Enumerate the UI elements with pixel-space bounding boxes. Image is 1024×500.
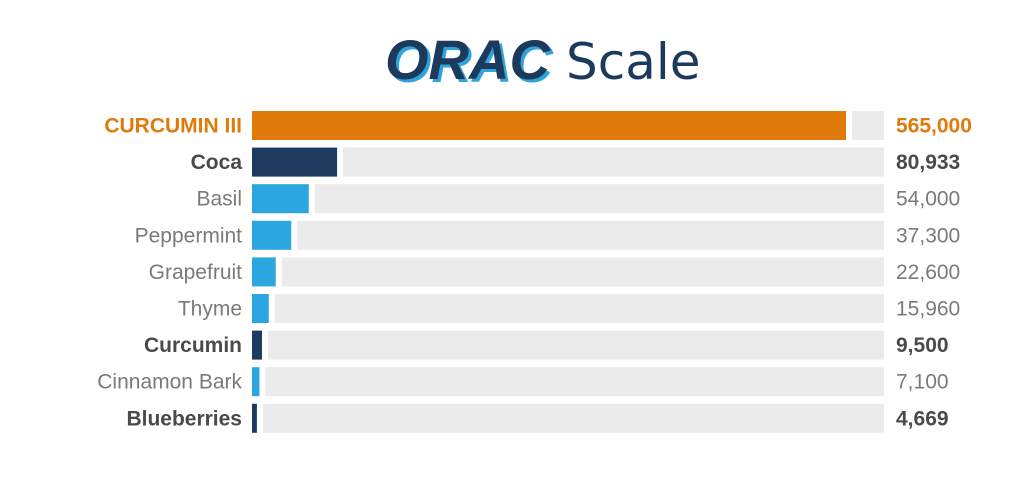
bar-track-cinnamon-bark — [265, 367, 884, 397]
bar-peppermint — [252, 220, 292, 250]
value-label-peppermint: 37,300 — [896, 224, 960, 247]
bars — [252, 111, 846, 433]
category-labels: CURCUMIN III Coca Basil Peppermint Grapefrui… — [97, 115, 242, 431]
bar-blueberries — [252, 403, 257, 433]
bar-track-grapefruit — [281, 257, 884, 287]
bar-curcumin — [252, 330, 262, 360]
chart-title-bold-shadow: ORAC — [388, 31, 554, 94]
bar-track-thyme — [274, 294, 884, 323]
chart-title: ORAC ORAC Scale — [385, 28, 701, 94]
bar-track-blueberries — [262, 403, 884, 433]
value-label-thyme: 15,960 — [896, 298, 960, 321]
bar-basil — [252, 184, 309, 214]
category-label-blueberries: Blueberries — [126, 407, 242, 430]
value-label-basil: 54,000 — [896, 188, 960, 211]
bar-coca — [252, 147, 338, 177]
value-labels: 565,000 80,933 54,000 37,300 22,600 15,960 9,5… — [896, 115, 972, 431]
bar-track-basil — [314, 184, 884, 214]
category-label-curcumin: Curcumin — [144, 334, 242, 357]
bar-track-coca — [343, 147, 884, 177]
bar-curcumin-iii — [252, 111, 846, 140]
bar-thyme — [252, 294, 269, 323]
category-label-thyme: Thyme — [178, 298, 242, 321]
value-label-grapefruit: 22,600 — [896, 261, 960, 284]
value-label-curcumin: 9,500 — [896, 334, 949, 357]
category-label-grapefruit: Grapefruit — [149, 261, 243, 284]
value-label-curcumin-iii: 565,000 — [896, 115, 972, 138]
value-label-cinnamon-bark: 7,100 — [896, 371, 949, 394]
category-label-cinnamon-bark: Cinnamon Bark — [97, 371, 242, 394]
bar-track-curcumin-iii — [852, 111, 884, 140]
category-label-coca: Coca — [191, 151, 243, 174]
bar-track-peppermint — [297, 220, 885, 250]
value-label-coca: 80,933 — [896, 151, 960, 174]
category-label-curcumin-iii: CURCUMIN III — [104, 115, 242, 138]
bar-tracks — [262, 111, 885, 433]
chart-title-light: Scale — [566, 33, 701, 91]
value-label-blueberries: 4,669 — [896, 407, 949, 430]
bar-cinnamon-bark — [252, 367, 260, 397]
category-label-basil: Basil — [196, 188, 242, 211]
category-label-peppermint: Peppermint — [135, 224, 243, 247]
chart-title-bold: ORAC — [385, 28, 551, 91]
bar-track-curcumin — [267, 330, 884, 360]
bar-grapefruit — [252, 257, 276, 287]
